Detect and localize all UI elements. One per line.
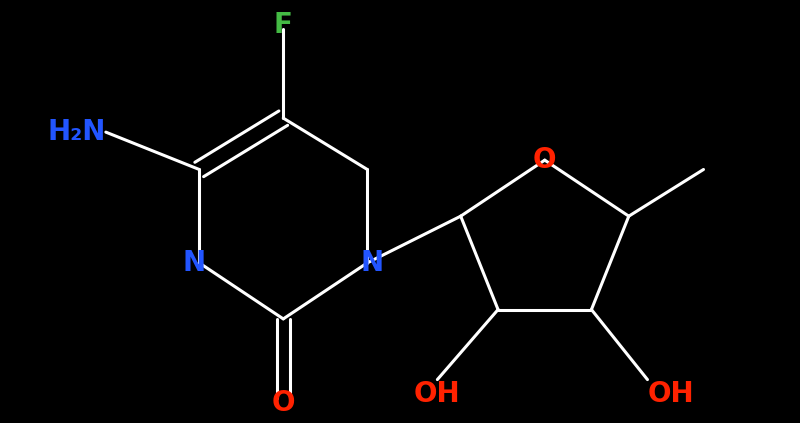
Text: O: O (271, 389, 295, 417)
Text: O: O (533, 146, 557, 174)
Text: N: N (361, 249, 383, 277)
Text: N: N (183, 249, 206, 277)
Text: OH: OH (414, 379, 461, 408)
Text: H₂N: H₂N (47, 118, 106, 146)
Text: F: F (274, 11, 293, 39)
Text: OH: OH (647, 379, 694, 408)
